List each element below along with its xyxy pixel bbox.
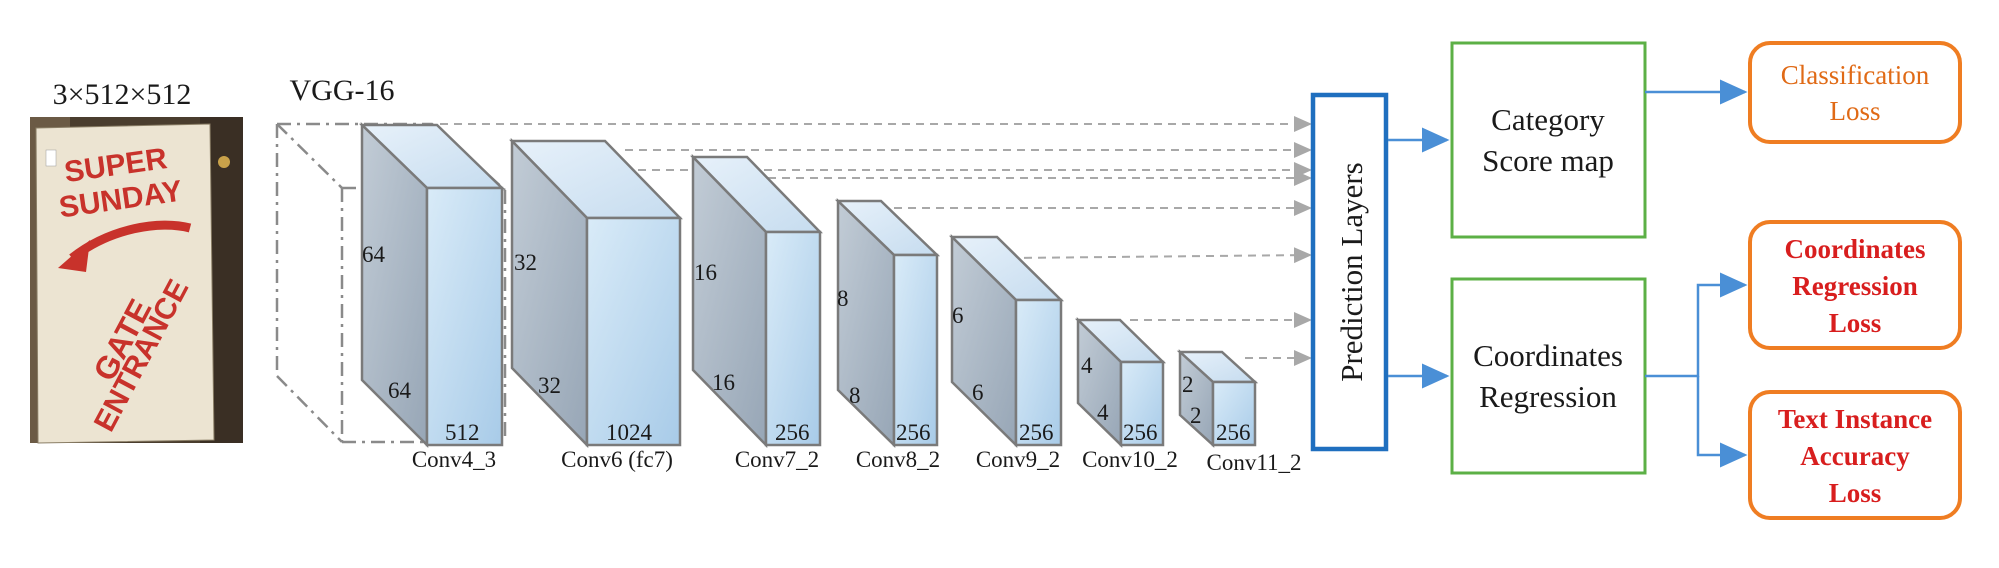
conv11-width: 2 [1190, 403, 1202, 428]
conv11-depth: 256 [1216, 420, 1251, 445]
text-instance-loss-line2: Accuracy [1800, 441, 1910, 471]
conv6-height: 32 [514, 250, 537, 275]
conv7-depth: 256 [775, 420, 810, 445]
cube-conv7-2 [690, 153, 823, 449]
conv9-label: Conv9_2 [976, 447, 1060, 472]
conv10-depth: 256 [1123, 420, 1158, 445]
conv10-label: Conv10_2 [1082, 447, 1178, 472]
conv7-width: 16 [712, 370, 735, 395]
coords-regression-loss-box [1748, 220, 1962, 350]
classification-loss-box [1748, 41, 1962, 144]
backbone-label: VGG-16 [290, 74, 395, 107]
coords-loss-line1: Coordinates [1785, 234, 1926, 264]
arrow-to-text-instance-loss [1696, 376, 1748, 468]
prediction-layers-box [1310, 92, 1389, 452]
conv6-depth: 1024 [606, 420, 653, 445]
conv4-3-label: Conv4_3 [412, 447, 496, 472]
heads-to-losses-arrows [1645, 79, 1748, 468]
conv8-width: 8 [849, 383, 861, 408]
cube-conv8-2 [834, 198, 941, 448]
arrow-conv9 [1009, 247, 1312, 264]
conv9-height: 6 [952, 303, 964, 328]
conv10-width: 4 [1097, 400, 1109, 425]
conv8-depth: 256 [896, 420, 931, 445]
cube-conv6-fc7 [509, 137, 683, 449]
conv11-label: Conv11_2 [1207, 450, 1302, 475]
conv4-3-depth: 512 [445, 420, 480, 445]
text-instance-loss-line3: Loss [1829, 478, 1882, 508]
conv9-width: 6 [972, 380, 984, 405]
category-line2: Score map [1482, 143, 1614, 178]
conv10-height: 4 [1081, 353, 1093, 378]
coords-loss-line3: Loss [1829, 308, 1882, 338]
conv7-height: 16 [694, 260, 717, 285]
conv4-3-width: 64 [388, 378, 412, 403]
conv4-3-height: 64 [362, 242, 386, 267]
category-score-map-box [1450, 41, 1647, 239]
input-image: SUPER SUNDAY GATE ENTRANCE [30, 117, 243, 444]
coords-loss-line2: Regression [1792, 271, 1918, 301]
coordinates-regression-box [1450, 277, 1647, 475]
prediction-to-heads-arrows [1388, 127, 1450, 389]
regression-line2: Regression [1479, 379, 1617, 414]
input-size-label: 3×512×512 [53, 78, 192, 111]
conv11-height: 2 [1182, 372, 1194, 397]
category-line1: Category [1491, 102, 1605, 137]
conv6-width: 32 [538, 373, 561, 398]
text-instance-loss-line1: Text Instance [1778, 404, 1932, 434]
conv8-height: 8 [837, 286, 849, 311]
conv8-label: Conv8_2 [856, 447, 940, 472]
arrow-to-coords-loss [1645, 272, 1748, 378]
cube-conv10-2 [1074, 317, 1167, 448]
cube-conv9-2 [948, 234, 1065, 448]
prediction-layers-label: Prediction Layers [1334, 162, 1369, 382]
classification-loss-line2: Loss [1829, 96, 1880, 126]
conv9-depth: 256 [1019, 420, 1054, 445]
cube-conv4-3 [358, 122, 506, 449]
classification-loss-line1: Classification [1781, 60, 1930, 90]
cube-conv11-2 [1176, 349, 1259, 448]
text-instance-accuracy-loss-box [1748, 390, 1962, 520]
conv7-label: Conv7_2 [735, 447, 819, 472]
regression-line1: Coordinates [1473, 338, 1623, 373]
conv6-label: Conv6 (fc7) [561, 447, 673, 472]
